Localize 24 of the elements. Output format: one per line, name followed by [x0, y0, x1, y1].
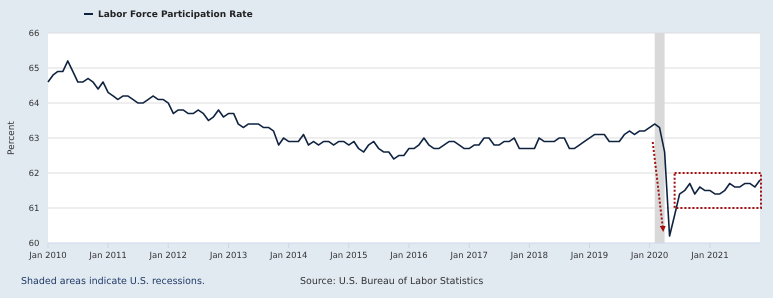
x-tick-label: Jan 2017 [450, 251, 488, 261]
y-tick-label: 64 [28, 99, 40, 109]
y-tick-label: 61 [28, 204, 40, 214]
y-tick-label: 66 [28, 29, 40, 39]
y-tick-label: 62 [28, 169, 40, 179]
x-tick-label: Jan 2011 [88, 251, 127, 261]
line-series [47, 60, 761, 237]
y-tick-label: 60 [28, 239, 40, 249]
x-tick-label: Jan 2013 [208, 251, 248, 261]
x-tick-label: Jan 2010 [28, 251, 67, 261]
y-axis-title: Percent [7, 120, 17, 155]
y-tick-label: 63 [28, 134, 40, 144]
x-tick-label: Jan 2021 [690, 251, 729, 261]
y-tick-label: 65 [28, 64, 40, 74]
x-tick-label: Jan 2019 [570, 251, 608, 261]
x-tick-label: Jan 2012 [148, 251, 187, 261]
legend-label: Labor Force Participation Rate [98, 10, 253, 20]
source-note: Source: U.S. Bureau of Labor Statistics [300, 276, 484, 287]
x-tick-label: Jan 2015 [329, 251, 368, 261]
x-tick-label: Jan 2020 [630, 251, 668, 261]
text: Shaded areas indicate U.S. recessions. [21, 276, 205, 287]
x-tick-label: Jan 2018 [510, 251, 548, 261]
x-tick-label: Jan 2014 [268, 251, 308, 261]
x-tick-label: Jan 2016 [389, 251, 428, 261]
